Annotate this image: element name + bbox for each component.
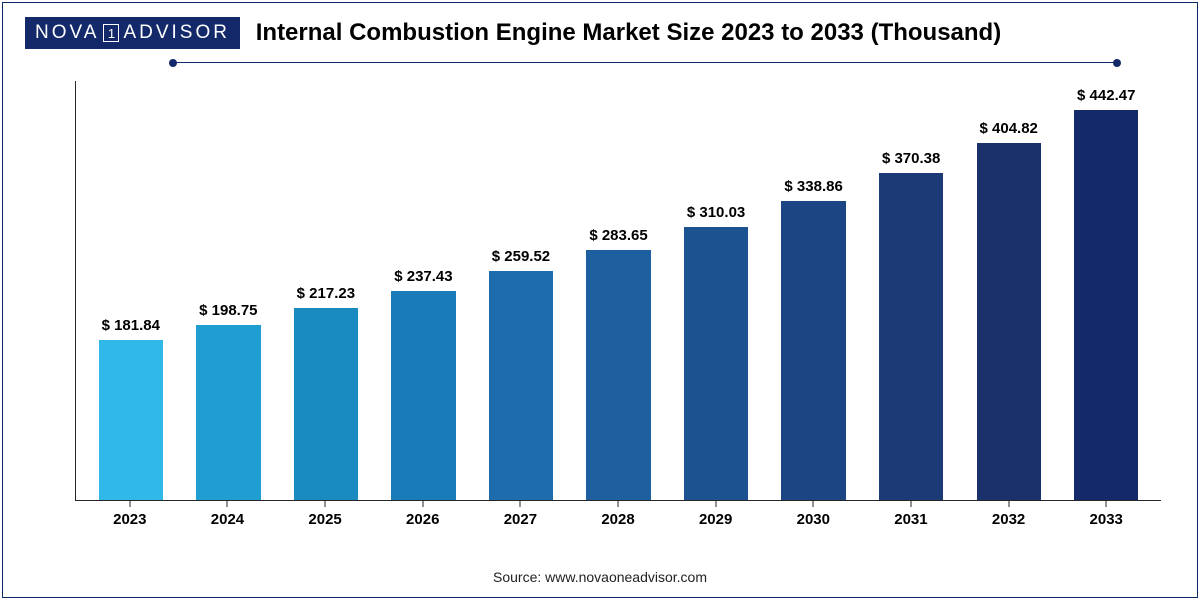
x-tick: 2025 <box>276 501 374 535</box>
x-tick-mark <box>618 501 619 507</box>
logo-text-part1: NOVA <box>35 22 99 44</box>
x-tick-mark <box>520 501 521 507</box>
x-tick-mark <box>422 501 423 507</box>
bar-value-label: $ 338.86 <box>784 178 842 195</box>
bars-container: $ 181.84 $ 198.75 $ 217.23 $ 237.43 $ 259.52… <box>76 81 1161 500</box>
x-tick: 2024 <box>179 501 277 535</box>
x-tick: 2032 <box>960 501 1058 535</box>
chart-area: $ 181.84 $ 198.75 $ 217.23 $ 237.43 $ 259.52… <box>75 81 1161 535</box>
bar-value-label: $ 181.84 <box>102 317 160 334</box>
bar-value-label: $ 237.43 <box>394 268 452 285</box>
chart-frame: NOVA 1 ADVISOR Internal Combustion Engin… <box>2 2 1198 598</box>
bar <box>489 271 553 500</box>
bar-group: $ 283.65 <box>570 81 668 500</box>
x-tick-label: 2028 <box>569 511 667 528</box>
rule-line <box>173 62 1117 63</box>
bar-group: $ 404.82 <box>960 81 1058 500</box>
bar <box>586 250 650 500</box>
bar-value-label: $ 217.23 <box>297 285 355 302</box>
x-tick: 2031 <box>862 501 960 535</box>
header: NOVA 1 ADVISOR Internal Combustion Engin… <box>3 17 1197 49</box>
rule-dot-right <box>1113 59 1121 67</box>
x-axis: 2023202420252026202720282029203020312032… <box>75 501 1161 535</box>
bar <box>977 143 1041 500</box>
plot-region: $ 181.84 $ 198.75 $ 217.23 $ 237.43 $ 259.52… <box>75 81 1161 501</box>
x-tick-label: 2027 <box>472 511 570 528</box>
bar <box>99 340 163 500</box>
x-tick: 2027 <box>472 501 570 535</box>
x-tick-label: 2030 <box>764 511 862 528</box>
bar-group: $ 217.23 <box>277 81 375 500</box>
chart-title: Internal Combustion Engine Market Size 2… <box>240 19 1197 47</box>
x-tick: 2029 <box>667 501 765 535</box>
bar-value-label: $ 310.03 <box>687 204 745 221</box>
x-tick-mark <box>129 501 130 507</box>
bar-group: $ 310.03 <box>667 81 765 500</box>
bar-value-label: $ 442.47 <box>1077 87 1135 104</box>
bar-group: $ 198.75 <box>180 81 278 500</box>
bar-group: $ 181.84 <box>82 81 180 500</box>
x-tick-mark <box>1106 501 1107 507</box>
bar-group: $ 370.38 <box>862 81 960 500</box>
x-tick-label: 2024 <box>179 511 277 528</box>
source-text: Source: www.novaoneadvisor.com <box>3 569 1197 585</box>
bar-value-label: $ 259.52 <box>492 248 550 265</box>
x-tick-mark <box>1008 501 1009 507</box>
x-tick: 2028 <box>569 501 667 535</box>
x-tick: 2023 <box>81 501 179 535</box>
x-tick-label: 2025 <box>276 511 374 528</box>
bar <box>684 227 748 500</box>
x-tick-label: 2026 <box>374 511 472 528</box>
bar <box>196 325 260 500</box>
bar-group: $ 237.43 <box>375 81 473 500</box>
x-tick: 2030 <box>764 501 862 535</box>
x-tick-label: 2032 <box>960 511 1058 528</box>
x-tick-mark <box>910 501 911 507</box>
bar <box>1074 110 1138 500</box>
x-tick-mark <box>325 501 326 507</box>
x-tick-mark <box>813 501 814 507</box>
title-rule <box>173 59 1117 67</box>
bar <box>391 291 455 500</box>
bar-value-label: $ 198.75 <box>199 302 257 319</box>
x-tick-label: 2029 <box>667 511 765 528</box>
x-tick-label: 2023 <box>81 511 179 528</box>
x-tick-label: 2031 <box>862 511 960 528</box>
bar <box>879 173 943 500</box>
bar <box>781 201 845 500</box>
bar-value-label: $ 370.38 <box>882 150 940 167</box>
x-tick: 2026 <box>374 501 472 535</box>
x-tick-mark <box>715 501 716 507</box>
logo-text-part2: ADVISOR <box>123 22 230 44</box>
x-tick: 2033 <box>1057 501 1155 535</box>
bar-value-label: $ 283.65 <box>589 227 647 244</box>
bar-group: $ 259.52 <box>472 81 570 500</box>
bar-group: $ 442.47 <box>1057 81 1155 500</box>
bar-group: $ 338.86 <box>765 81 863 500</box>
x-tick-mark <box>227 501 228 507</box>
x-tick-label: 2033 <box>1057 511 1155 528</box>
logo-boxed-digit: 1 <box>103 24 119 42</box>
rule-dot-left <box>169 59 177 67</box>
bar <box>294 308 358 500</box>
bar-value-label: $ 404.82 <box>980 120 1038 137</box>
brand-logo: NOVA 1 ADVISOR <box>25 17 240 49</box>
